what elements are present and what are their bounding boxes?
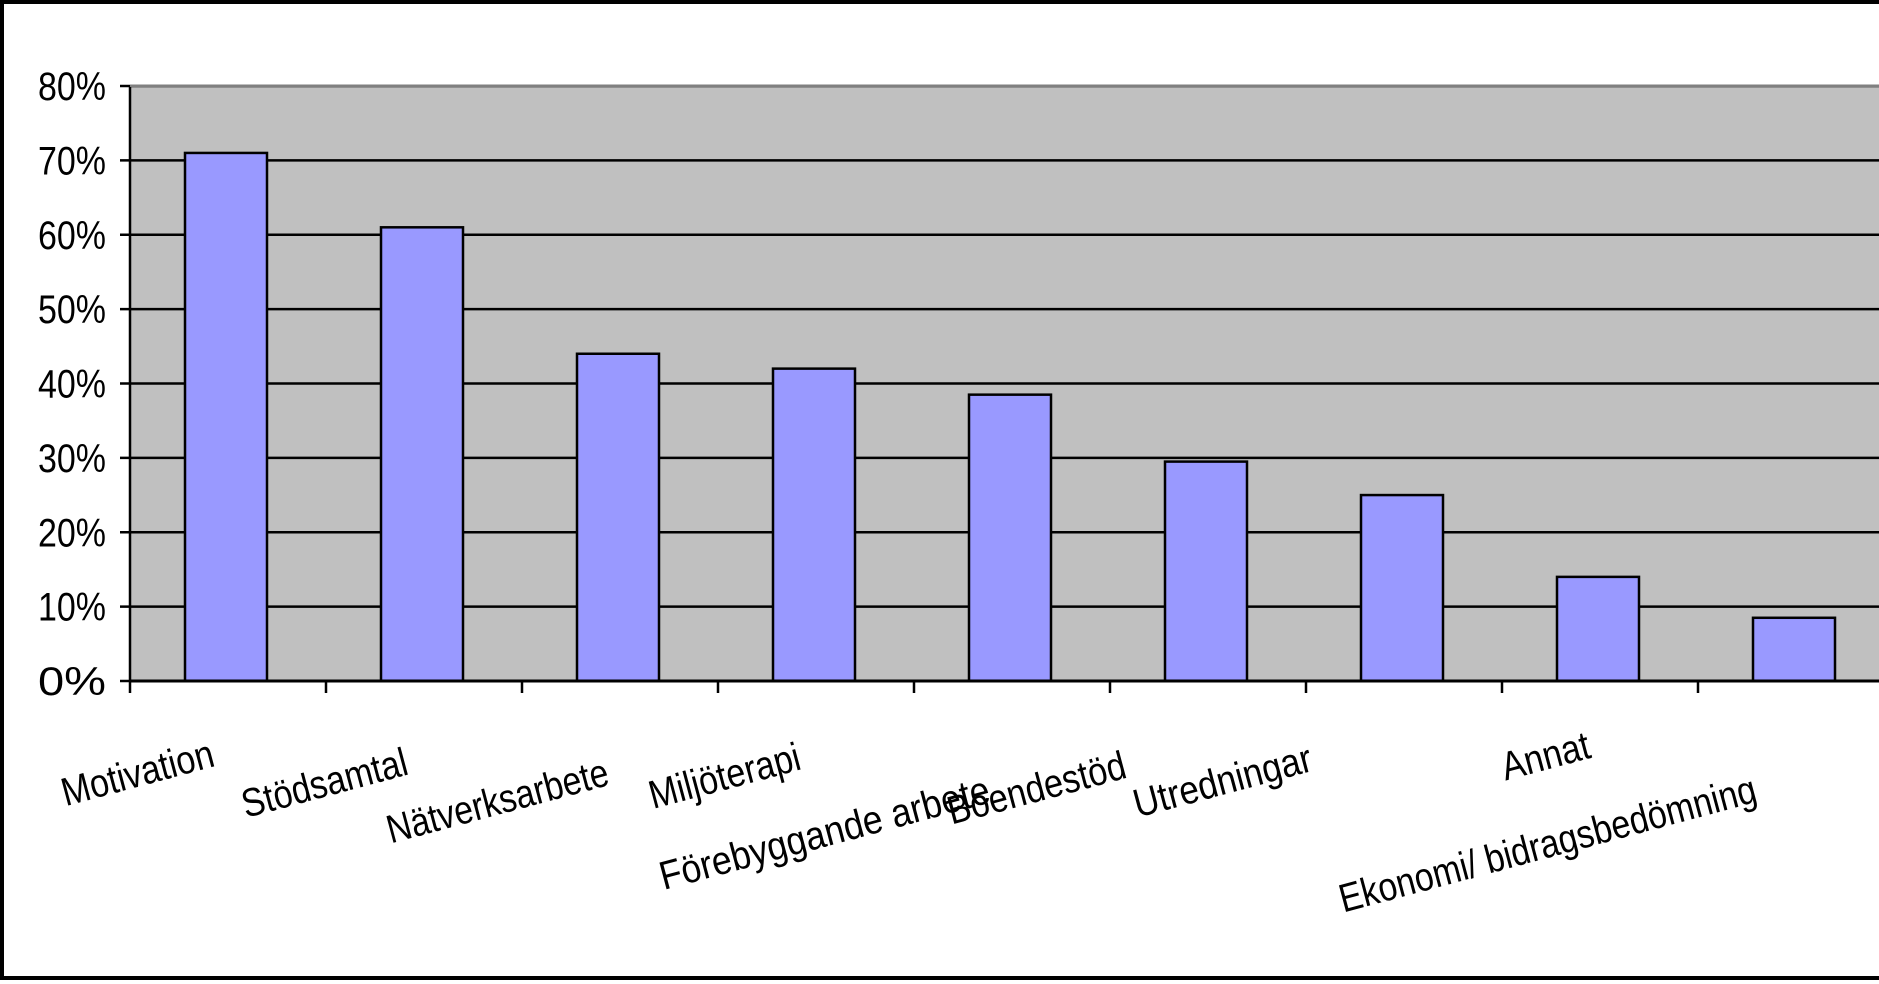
bar [1555, 575, 1641, 683]
bar [1163, 460, 1249, 683]
axes [120, 84, 1879, 693]
y-tick-label: 60% [38, 214, 106, 258]
bar [1751, 616, 1837, 683]
y-tick-label: 10% [38, 586, 106, 630]
x-tick-label: Boendestöd [943, 744, 1131, 834]
bar [1359, 493, 1445, 683]
bars [183, 151, 1837, 683]
y-tick-label: 40% [38, 363, 106, 407]
y-tick-label: 20% [38, 511, 106, 555]
bar [379, 226, 465, 683]
x-tick-label: Motivation [57, 732, 219, 815]
y-tick-label: 80% [38, 65, 106, 109]
y-tick-label: 70% [38, 139, 106, 183]
bar [771, 367, 857, 683]
x-tick-label: Miljöterapi [644, 735, 805, 818]
x-tick-labels: MotivationStödsamtalNätverksarbeteMiljöt… [57, 724, 1761, 922]
x-tick-label: Ekonomi/ bidragsbedömning [1334, 768, 1761, 922]
bar [183, 151, 269, 683]
y-tick-label: 0% [38, 660, 106, 704]
bar-chart: 0% 10% 20% 30% 40% 50% 60% 70% 80% MotivationStö… [38, 65, 1879, 922]
x-tick-label: Annat [1496, 724, 1594, 790]
y-tick-labels: 0% 10% 20% 30% 40% 50% 60% 70% 80% [38, 65, 106, 704]
y-tick-label: 50% [38, 288, 106, 332]
bar [967, 393, 1053, 683]
x-tick-label: Nätverksarbete [382, 751, 614, 853]
y-tick-label: 30% [38, 437, 106, 481]
x-tick-label: Utredningar [1129, 737, 1317, 827]
bar [575, 352, 661, 683]
